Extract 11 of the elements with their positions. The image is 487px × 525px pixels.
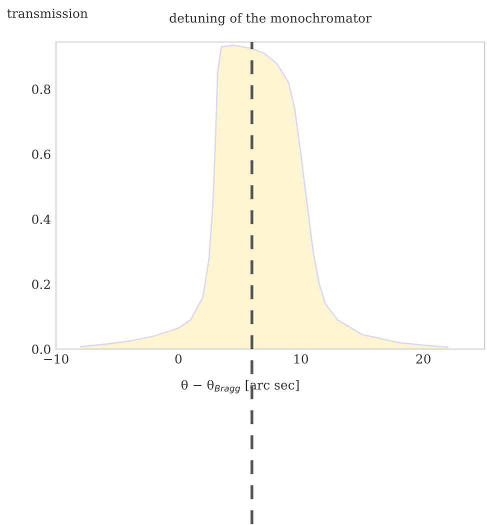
x-tick-label: 0 xyxy=(175,354,182,364)
x-tick-label: 10 xyxy=(294,354,308,364)
y-tick-label: 0.2 xyxy=(32,280,50,290)
x-tick-label: −10 xyxy=(44,354,68,364)
y-tick-label: 0.6 xyxy=(32,150,50,160)
y-axis-title: transmission xyxy=(7,8,88,18)
y-tick-label: 0.8 xyxy=(32,84,50,94)
y-tick-label: 0.0 xyxy=(32,344,50,354)
x-tick-label: 20 xyxy=(416,354,430,364)
y-tick-label: 0.4 xyxy=(32,214,51,224)
chart-title: detuning of the monochromator xyxy=(170,13,372,26)
